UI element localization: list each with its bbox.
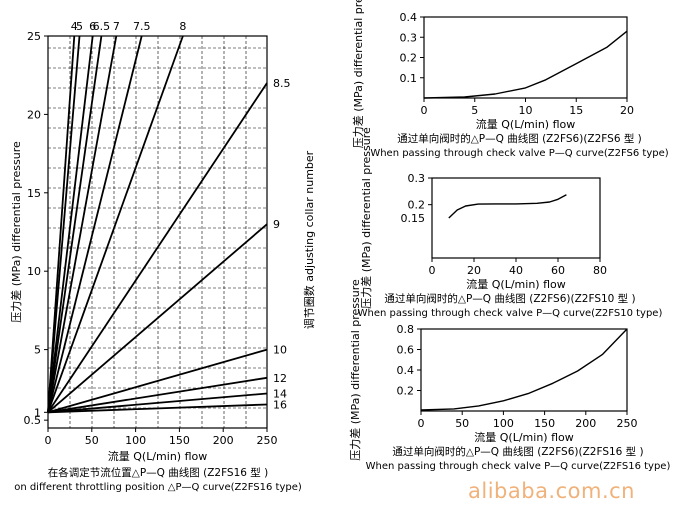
x-tick-label: 50 xyxy=(85,434,99,447)
series-label: 8.5 xyxy=(273,77,291,90)
caption-cn: 通过单向阀时的△P—Q 曲线图 (Z2FS6)(Z2FS16 型 ) xyxy=(392,445,643,458)
y-tick-label: 0.2 xyxy=(397,385,415,398)
x-axis-label: 流量 Q(L/min) flow xyxy=(474,430,573,444)
y-axis-label: 压力差 (MPa) differential pressure xyxy=(351,0,365,148)
caption-cn: 通过单向阀时的△P—Q 曲线图 (Z2FS6)(Z2FS10 型 ) xyxy=(384,292,635,305)
x-tick-label: 5 xyxy=(471,104,478,117)
series-label: 12 xyxy=(273,372,287,385)
x-tick-label: 0 xyxy=(421,104,428,117)
watermark: alibaba.com.cn xyxy=(468,479,635,503)
x-tick-label: 150 xyxy=(534,417,555,430)
series-line-12 xyxy=(47,376,268,414)
y-tick-label: 10 xyxy=(27,265,41,278)
series-line-7 xyxy=(47,35,118,413)
plot-frame xyxy=(423,16,628,99)
x-axis-label: 流量 Q(L/min) flow xyxy=(466,277,565,291)
y-tick-label: 25 xyxy=(27,30,41,43)
x-tick-label: 200 xyxy=(575,417,596,430)
series-label: 10 xyxy=(273,344,287,357)
series-line-3-0 xyxy=(420,328,628,411)
series-line-10 xyxy=(47,348,268,414)
caption-en: When passing through check valve P—Q cur… xyxy=(370,148,668,159)
series-label: 9 xyxy=(273,218,280,231)
series-line-1-0 xyxy=(423,30,628,99)
y-tick-label: 0.5 xyxy=(24,414,42,427)
y-tick-label: 5 xyxy=(34,344,41,357)
series-line-5 xyxy=(47,35,81,413)
x-tick-label: 60 xyxy=(551,264,565,277)
series-line-6-5 xyxy=(47,35,103,413)
x-tick-label: 100 xyxy=(493,417,514,430)
y-tick-label: 0.3 xyxy=(408,172,426,185)
y-tick-label: 0.2 xyxy=(408,199,426,212)
caption-cn: 通过单向阀时的△P—Q 曲线图 (Z2FS6)(Z2FS6 型 ) xyxy=(397,132,642,145)
x-tick-label: 80 xyxy=(593,264,607,277)
x-tick-label: 20 xyxy=(620,104,634,117)
series-line-2-0 xyxy=(448,194,567,219)
x-tick-label: 10 xyxy=(519,104,533,117)
x-axis-label: 流量 Q(L/min) flow xyxy=(108,449,207,463)
y-tick-label: 0.4 xyxy=(397,364,415,377)
y-tick-label: 20 xyxy=(27,108,41,121)
caption-en: on different throttling position △P—Q cu… xyxy=(14,482,302,493)
series-label: 7.5 xyxy=(133,20,151,33)
x-tick-label: 50 xyxy=(455,417,469,430)
y-tick-label: 0.8 xyxy=(397,323,415,336)
y-tick-label: 0.15 xyxy=(401,212,426,225)
series-label: 8 xyxy=(179,20,186,33)
series-line-16 xyxy=(47,403,268,414)
y-tick-label: 15 xyxy=(27,187,41,200)
y-tick-label: 0.1 xyxy=(400,72,418,85)
series-label: 16 xyxy=(273,398,287,411)
y-tick-label: 0.4 xyxy=(400,11,418,24)
x-tick-label: 20 xyxy=(467,264,481,277)
y-axis-label: 压力差 (MPa) differential pressure xyxy=(359,127,373,309)
series-label: 14 xyxy=(273,388,287,401)
plot-frame xyxy=(431,177,601,259)
right-axis-label: 调节圈数 adjusting collar number xyxy=(303,150,316,329)
y-tick-label: 0.2 xyxy=(400,52,418,65)
y-axis-label: 压力差 (MPa) differential pressure xyxy=(348,279,362,461)
series-label: 5 xyxy=(76,20,83,33)
y-tick-label: 1 xyxy=(34,406,41,419)
x-tick-label: 0 xyxy=(45,434,52,447)
series-label: 6 xyxy=(89,20,96,33)
x-tick-label: 200 xyxy=(213,434,234,447)
x-tick-label: 15 xyxy=(569,104,583,117)
x-tick-label: 0 xyxy=(418,417,425,430)
series-label: 7 xyxy=(113,20,120,33)
series-line-8-5 xyxy=(47,82,268,413)
x-axis-label: 流量 Q(L/min) flow xyxy=(476,117,575,131)
plot-frame xyxy=(47,35,268,429)
caption-en: When passing through check valve P—Q cur… xyxy=(358,308,663,319)
x-tick-label: 0 xyxy=(429,264,436,277)
series-line-14 xyxy=(47,392,268,414)
plot-frame xyxy=(420,328,628,412)
caption-cn: 在各调定节流位置△P—Q 曲线图 (Z2FS16 型 ) xyxy=(48,466,268,479)
series-line-7-5 xyxy=(47,35,143,413)
x-tick-label: 250 xyxy=(257,434,278,447)
x-tick-label: 40 xyxy=(509,264,523,277)
series-label: 4 xyxy=(71,20,78,33)
series-label: 6.5 xyxy=(93,20,111,33)
x-tick-label: 100 xyxy=(125,434,146,447)
x-tick-label: 250 xyxy=(617,417,638,430)
series-line-6 xyxy=(47,35,94,413)
series-line-9 xyxy=(47,223,268,413)
y-axis-label: 压力差 (MPa) differential pressure xyxy=(9,141,23,323)
y-tick-label: 0.6 xyxy=(397,344,415,357)
x-tick-label: 150 xyxy=(169,434,190,447)
y-tick-label: 0.3 xyxy=(400,31,418,44)
series-line-8 xyxy=(47,35,184,413)
caption-en: When passing through check valve P—Q cur… xyxy=(366,461,671,472)
